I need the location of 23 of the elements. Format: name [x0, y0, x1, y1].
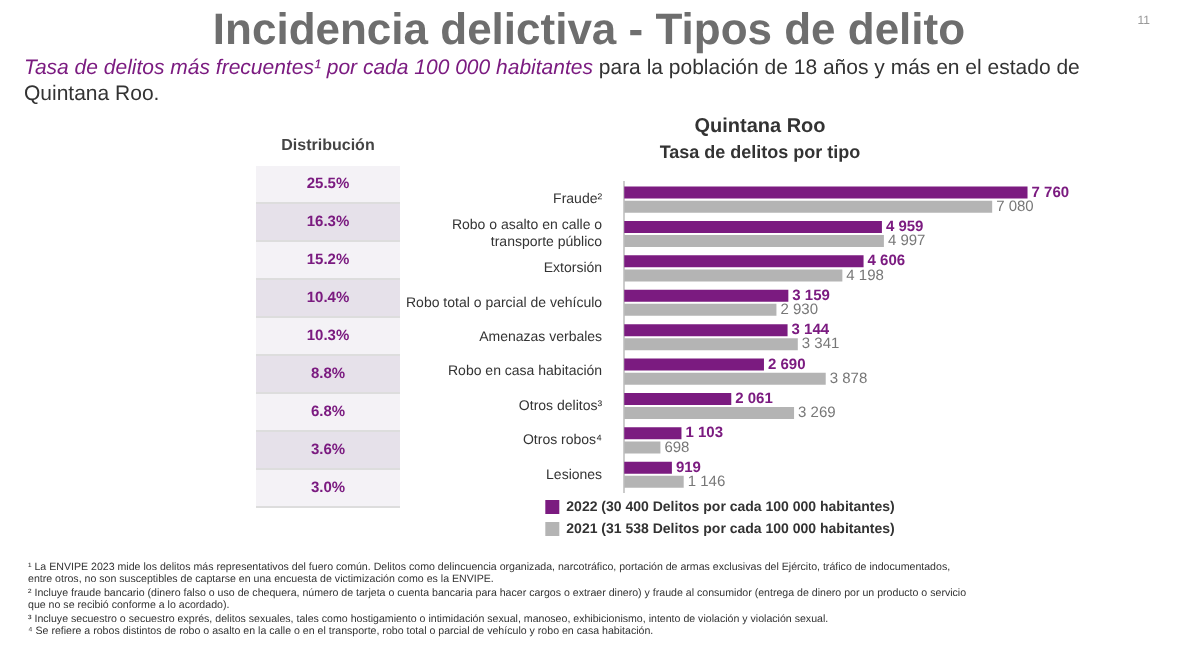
- text: Incidencia delictiva - Tipos de delito: [212, 4, 966, 54]
- bar: [624, 303, 777, 316]
- bar: [624, 372, 826, 385]
- bar: [624, 461, 672, 474]
- bar: [624, 269, 843, 282]
- text: Distribución: [279, 136, 377, 154]
- bar: [624, 235, 884, 248]
- bar: [624, 358, 764, 371]
- bar: [624, 255, 864, 268]
- bar: [624, 200, 993, 213]
- bar: [624, 392, 732, 405]
- bar: [624, 441, 661, 454]
- text: Tasa de delitos más frecuentes¹ por cada 100 000 habitantes: [24, 56, 593, 80]
- bar: [624, 186, 1028, 199]
- bar: [624, 338, 798, 351]
- bar: [624, 289, 789, 302]
- bar: [624, 475, 684, 488]
- bar: [624, 324, 788, 337]
- bar: [624, 427, 682, 440]
- chart-title: Quintana Roo: [692, 116, 828, 138]
- chart-subtitle: Tasa de delitos por tipo: [657, 142, 863, 162]
- bar: [624, 220, 882, 233]
- bar: [624, 407, 795, 420]
